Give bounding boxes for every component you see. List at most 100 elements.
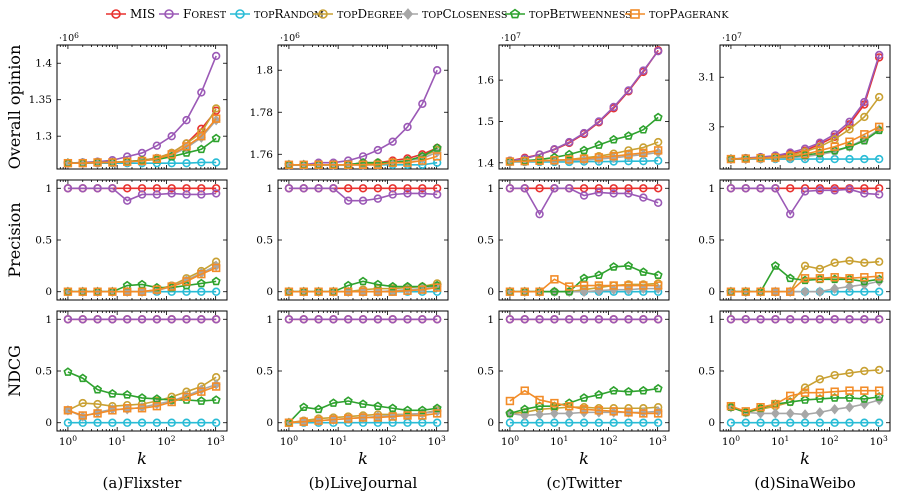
data-point (860, 315, 869, 324)
data-point (860, 184, 869, 193)
series-toprandom (505, 418, 663, 427)
subfigure-caption: (c)Twitter (546, 474, 622, 492)
data-point (329, 315, 338, 324)
data-point (432, 418, 442, 427)
x-tick-label: 103 (649, 434, 667, 448)
data-point (403, 411, 412, 420)
data-point (197, 158, 206, 167)
data-point (329, 160, 338, 169)
data-point (388, 137, 397, 146)
data-point (505, 408, 515, 418)
series-toppagerank (284, 152, 442, 169)
data-point (123, 157, 132, 166)
y-tick-label: 1.76 (250, 149, 274, 161)
data-point (344, 196, 353, 205)
data-point (78, 398, 87, 408)
data-point (860, 189, 869, 198)
data-point (638, 125, 648, 134)
data-point (653, 184, 663, 193)
x-tick-label: 100 (722, 434, 740, 448)
data-point (122, 390, 132, 399)
panels: Overall opinion Precision NDCG 1.3 1.35 1.4 ·1… (5, 31, 891, 492)
data-point (771, 418, 780, 427)
data-point (108, 406, 117, 415)
series-topbetweenness (284, 396, 442, 427)
series-forest (63, 184, 221, 205)
data-point (403, 122, 412, 132)
data-point (123, 196, 132, 205)
data-point (152, 315, 162, 324)
series-line (288, 412, 438, 424)
series-line (67, 187, 217, 202)
data-point (137, 404, 147, 413)
data-point (520, 386, 529, 395)
data-point (93, 418, 102, 427)
data-point (565, 137, 574, 147)
data-point (373, 287, 383, 296)
data-point (624, 315, 633, 324)
data-point (358, 276, 368, 286)
data-point (565, 184, 574, 193)
data-point (830, 258, 839, 267)
data-point (786, 184, 795, 193)
series-forest (63, 51, 221, 168)
series-line (288, 187, 438, 202)
series-line (509, 187, 659, 216)
data-point (800, 409, 810, 420)
data-point (874, 386, 884, 395)
data-point (815, 375, 825, 384)
data-point (358, 315, 368, 324)
data-point (167, 282, 176, 291)
data-point (314, 404, 324, 414)
y-tick-label: 0.5 (698, 235, 715, 247)
data-point (211, 263, 221, 273)
series-mis (505, 184, 663, 193)
legend-marker (509, 8, 521, 19)
data-point (845, 274, 854, 283)
data-point (550, 144, 559, 154)
series-forest (726, 184, 884, 219)
data-point (197, 418, 206, 427)
data-point (550, 184, 559, 193)
data-point (152, 401, 162, 411)
data-point (211, 276, 221, 286)
y-tick-label: 1 (45, 183, 52, 195)
series-line (67, 118, 217, 164)
x-tick-label: 102 (599, 434, 617, 448)
data-point (845, 281, 854, 292)
data-point (756, 287, 765, 296)
data-point (565, 315, 574, 324)
legend-item-toprandom: TOPRANDOM (230, 7, 324, 21)
y-tick-label: 1.4 (477, 157, 494, 169)
series-toppagerank (63, 114, 221, 168)
data-point (520, 184, 529, 193)
data-point (845, 256, 854, 265)
data-point (624, 386, 634, 396)
data-point (284, 184, 294, 193)
y-tick-label: 0.5 (35, 235, 52, 247)
data-point (197, 387, 206, 396)
data-point (505, 184, 515, 193)
data-point (520, 287, 529, 296)
data-point (373, 315, 383, 324)
data-point (535, 156, 544, 165)
data-point (63, 315, 73, 324)
data-point (211, 418, 221, 427)
data-point (845, 315, 854, 324)
data-point (830, 418, 839, 427)
data-point (93, 409, 102, 418)
y-tick-label: 0 (708, 286, 715, 298)
data-point (123, 315, 132, 324)
series-toppagerank (284, 283, 442, 296)
data-point (594, 188, 604, 197)
y-tick-label: 1 (708, 183, 715, 195)
data-point (328, 398, 338, 407)
data-point (373, 145, 383, 155)
data-point (197, 88, 206, 97)
legend-item-toppagerank: TOPPAGERANK (625, 7, 729, 21)
data-point (550, 275, 559, 284)
x-tick-label: 100 (280, 434, 298, 448)
data-point (78, 184, 87, 193)
series-line (67, 110, 217, 164)
